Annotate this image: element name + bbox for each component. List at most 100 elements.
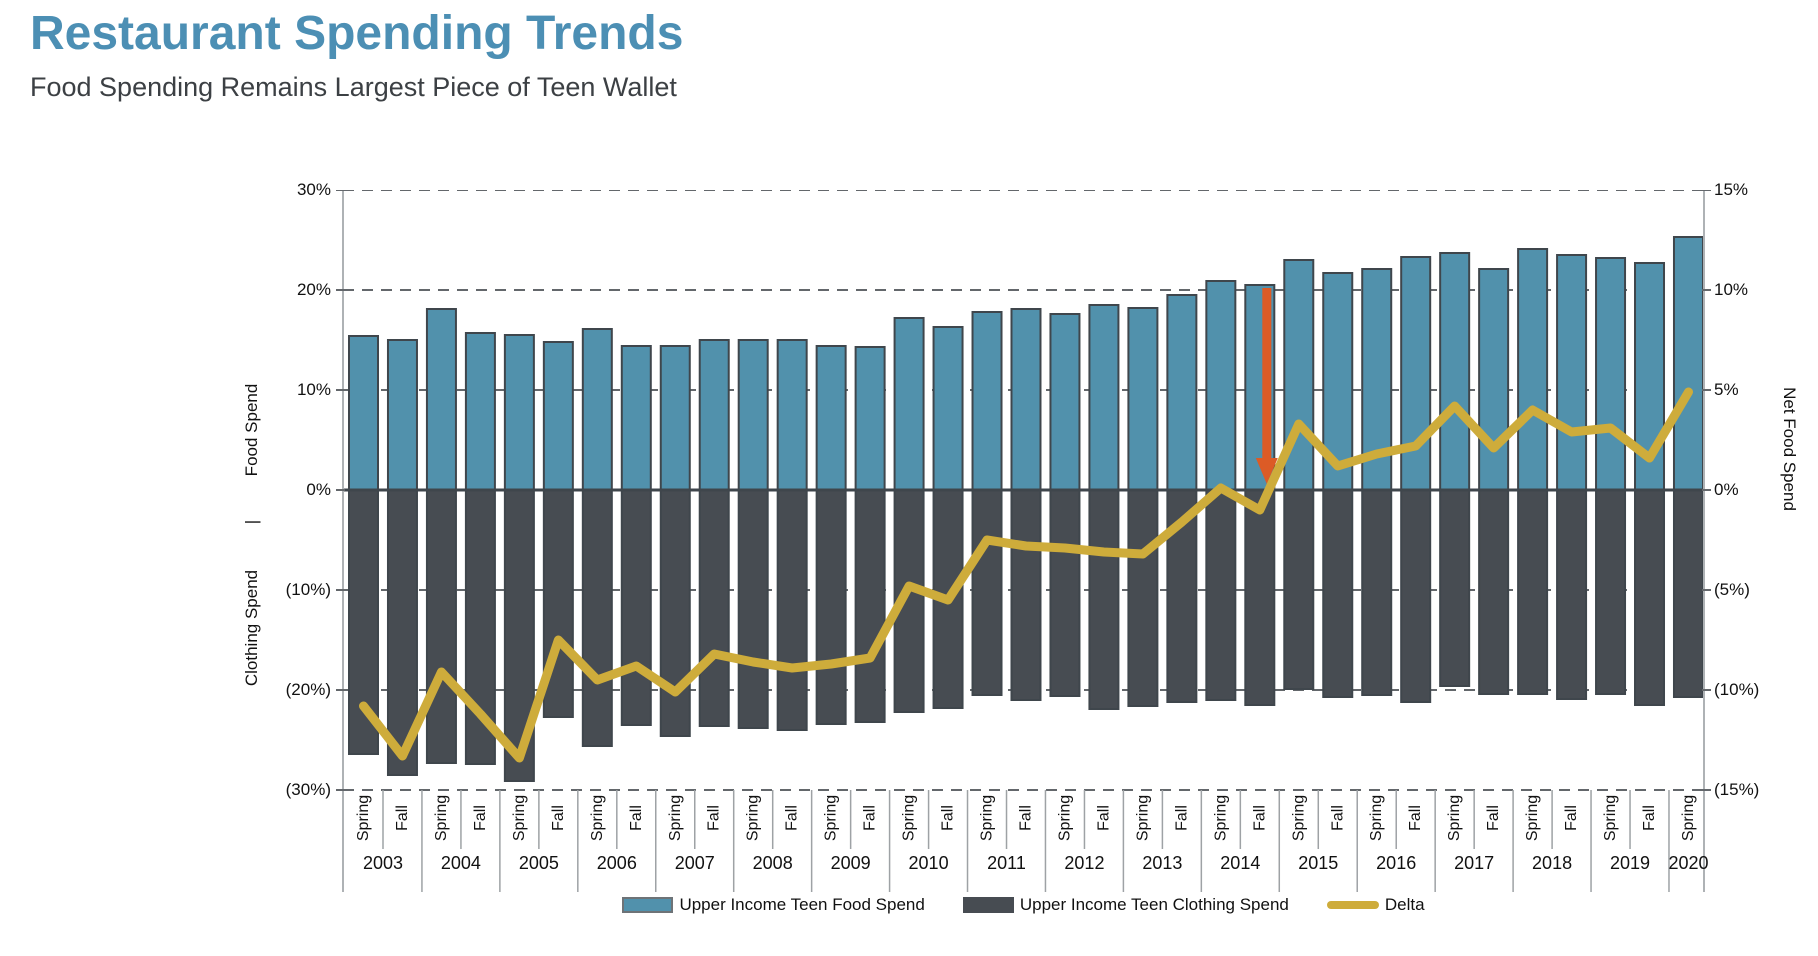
food-spend-bar <box>893 317 925 491</box>
clothing-spend-bar <box>1049 489 1081 697</box>
year-label: 2007 <box>675 853 715 873</box>
left-axis-tick-label: 10% <box>296 380 331 399</box>
clothing-spend-bar <box>698 489 730 727</box>
year-label: 2015 <box>1298 853 1338 873</box>
left-axis-tick-label: (10%) <box>285 580 331 599</box>
food-spend-bar <box>1400 256 1432 491</box>
season-label: Spring <box>1212 795 1229 841</box>
food-spend-bar <box>386 339 418 491</box>
season-label: Fall <box>1251 805 1268 831</box>
clothing-spend-bar <box>1556 489 1588 700</box>
legend-item-food-spend: Upper Income Teen Food Spend <box>622 895 925 915</box>
clothing-spend-bar <box>386 489 418 776</box>
clothing-spend-bar <box>776 489 808 731</box>
season-label: Spring <box>979 795 996 841</box>
year-label: 2006 <box>597 853 637 873</box>
clothing-spend-bar <box>854 489 886 723</box>
food-spend-bar <box>971 311 1003 491</box>
food-spend-bar <box>1127 307 1159 491</box>
annotation-arrow-head-icon <box>1255 458 1278 484</box>
season-label: Spring <box>667 795 684 841</box>
food-spend-bar <box>542 341 574 491</box>
season-label: Fall <box>628 805 645 831</box>
season-label: Fall <box>1485 805 1502 831</box>
clothing-spend-bar <box>1010 489 1042 701</box>
season-label: Spring <box>433 795 450 841</box>
food-spend-bar <box>815 345 847 491</box>
season-label: Spring <box>1680 795 1697 841</box>
clothing-spend-bar <box>1634 489 1666 706</box>
right-axis-tick-label: 0% <box>1714 480 1739 499</box>
chart-title: Restaurant Spending Trends <box>30 7 684 60</box>
season-label: Spring <box>1368 795 1385 841</box>
clothing-spend-bar <box>1478 489 1510 695</box>
season-label: Spring <box>1056 795 1073 841</box>
food-spend-bar <box>503 334 535 491</box>
year-label: 2010 <box>909 853 949 873</box>
year-label: 2013 <box>1142 853 1182 873</box>
food-spend-bar <box>425 308 457 491</box>
season-label: Fall <box>1641 805 1658 831</box>
clothing-spend-bar <box>893 489 925 713</box>
season-label: Fall <box>862 805 879 831</box>
season-label: Spring <box>355 795 372 841</box>
delta-line <box>359 387 1693 763</box>
clothing-spend-bar <box>1517 489 1549 695</box>
chart-plot-area: Spring Fall 2003 Spring Fall 2004 Spring Fall 20… <box>336 190 1711 892</box>
clothing-spend-bar <box>581 489 613 747</box>
clothing-spend-bar <box>659 489 691 737</box>
season-label: Spring <box>745 795 762 841</box>
food-spend-bar <box>1322 272 1354 491</box>
right-axis-title: Net Food Spend <box>1780 387 1799 511</box>
season-label: Spring <box>1290 795 1307 841</box>
season-label: Spring <box>589 795 606 841</box>
clothing-spend-bar <box>1205 489 1237 701</box>
legend-item-clothing-spend: Upper Income Teen Clothing Spend <box>962 895 1289 915</box>
clothing-spend-bar <box>425 489 457 764</box>
season-label: Spring <box>901 795 918 841</box>
legend-label-food-spend: Upper Income Teen Food Spend <box>679 895 925 914</box>
food-spend-bar <box>737 339 769 491</box>
food-spend-swatch-icon <box>622 897 674 913</box>
clothing-spend-bar <box>1127 489 1159 707</box>
season-label: Spring <box>823 795 840 841</box>
chart-legend: Upper Income Teen Food Spend Upper Incom… <box>343 895 1704 915</box>
left-axis-tick-label: 0% <box>306 480 331 499</box>
left-axis-tick-label: 20% <box>296 280 331 299</box>
year-label: 2019 <box>1610 853 1650 873</box>
clothing-spend-bar <box>1244 489 1276 706</box>
left-axis-tick-label: 30% <box>296 180 331 199</box>
delta-line-swatch-icon <box>1326 901 1379 909</box>
season-label: Spring <box>511 795 528 841</box>
clothing-spend-bar <box>620 489 652 726</box>
food-spend-bar <box>464 332 496 491</box>
season-label: Fall <box>550 805 567 831</box>
year-label: 2005 <box>519 853 559 873</box>
food-spend-bar <box>620 345 652 491</box>
clothing-spend-bar <box>971 489 1003 696</box>
clothing-spend-bar <box>1283 489 1315 690</box>
food-spend-bar <box>1166 294 1198 491</box>
season-label: Spring <box>1446 795 1463 841</box>
food-spend-bar <box>1478 268 1510 491</box>
right-axis-tick-label: (5%) <box>1714 580 1750 599</box>
food-spend-bar <box>1517 248 1549 491</box>
right-axis-tick-label: 5% <box>1714 380 1739 399</box>
left-axis-tick-label: (20%) <box>285 680 331 699</box>
season-label: Spring <box>1524 795 1541 841</box>
left-axis-title-food: Food Spend <box>242 383 261 477</box>
right-axis-tick-label: (10%) <box>1714 680 1760 699</box>
right-axis-tick-label: (15%) <box>1714 780 1760 799</box>
food-spend-bar <box>776 339 808 491</box>
season-label: Spring <box>1134 795 1151 841</box>
clothing-spend-bar <box>1439 489 1471 687</box>
year-label: 2009 <box>831 853 871 873</box>
right-axis-tick-label: 10% <box>1714 280 1749 299</box>
clothing-spend-bar <box>815 489 847 725</box>
year-label: 2011 <box>987 853 1026 873</box>
year-label: 2016 <box>1376 853 1416 873</box>
legend-label-clothing-spend: Upper Income Teen Clothing Spend <box>1019 895 1289 914</box>
right-axis-tick-label: 15% <box>1714 180 1749 199</box>
season-label: Fall <box>1017 805 1034 831</box>
food-spend-bar <box>659 345 691 491</box>
